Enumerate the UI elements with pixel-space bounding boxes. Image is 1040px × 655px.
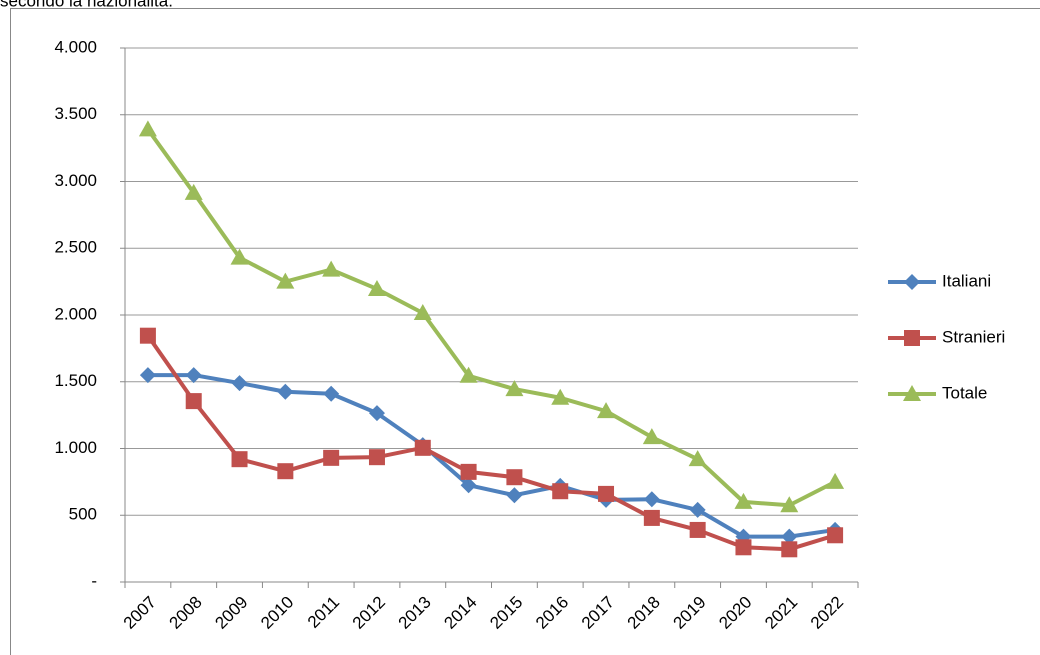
- legend-label: Italiani: [942, 271, 991, 290]
- legend-marker: [903, 385, 921, 401]
- marker: [459, 366, 478, 383]
- marker: [552, 483, 569, 500]
- marker: [184, 183, 203, 200]
- marker: [506, 487, 523, 504]
- marker: [368, 449, 385, 466]
- legend-marker: [904, 274, 920, 290]
- series-line: [146, 128, 837, 508]
- marker: [781, 528, 798, 545]
- marker: [139, 367, 156, 384]
- marker: [505, 380, 524, 397]
- marker: [642, 428, 661, 445]
- marker: [597, 402, 616, 419]
- marker: [323, 449, 340, 466]
- marker: [506, 469, 523, 486]
- legend-label: Stranieri: [942, 327, 1005, 346]
- marker: [551, 388, 570, 405]
- marker: [322, 260, 341, 277]
- marker: [231, 375, 248, 392]
- y-tick-label: 1.500: [54, 371, 97, 390]
- marker: [276, 272, 295, 289]
- y-tick-label: 1.000: [54, 438, 97, 457]
- marker: [367, 279, 386, 296]
- marker: [643, 491, 660, 508]
- series-line: [147, 373, 836, 539]
- marker: [231, 451, 248, 468]
- marker: [323, 385, 340, 402]
- marker: [781, 541, 798, 558]
- marker: [826, 472, 845, 489]
- y-tick-label: -: [91, 571, 97, 590]
- marker: [689, 501, 706, 518]
- y-tick-label: 3.000: [54, 171, 97, 190]
- y-tick-label: 500: [69, 505, 97, 524]
- marker: [185, 367, 202, 384]
- marker: [688, 450, 707, 467]
- legend-marker: [904, 330, 920, 346]
- marker: [413, 303, 432, 320]
- marker: [230, 248, 249, 265]
- y-tick-label: 2.500: [54, 238, 97, 257]
- marker: [368, 405, 385, 422]
- legend-label: Totale: [942, 383, 987, 402]
- marker: [139, 327, 156, 344]
- marker: [277, 383, 294, 400]
- marker: [780, 496, 799, 513]
- marker: [414, 439, 431, 456]
- chart-title: secondo la nazionalità.: [0, 0, 173, 10]
- marker: [734, 492, 753, 509]
- marker: [643, 509, 660, 526]
- marker: [277, 463, 294, 480]
- marker: [827, 527, 844, 544]
- marker: [138, 120, 157, 137]
- marker: [460, 463, 477, 480]
- marker: [735, 539, 752, 556]
- chart-frame: [10, 8, 1040, 655]
- y-tick-label: 4.000: [54, 37, 97, 56]
- marker: [460, 477, 477, 494]
- marker: [689, 521, 706, 538]
- series-line: [146, 334, 836, 552]
- y-tick-label: 2.000: [54, 304, 97, 323]
- marker: [185, 393, 202, 410]
- y-tick-label: 3.500: [54, 104, 97, 123]
- marker: [598, 485, 615, 502]
